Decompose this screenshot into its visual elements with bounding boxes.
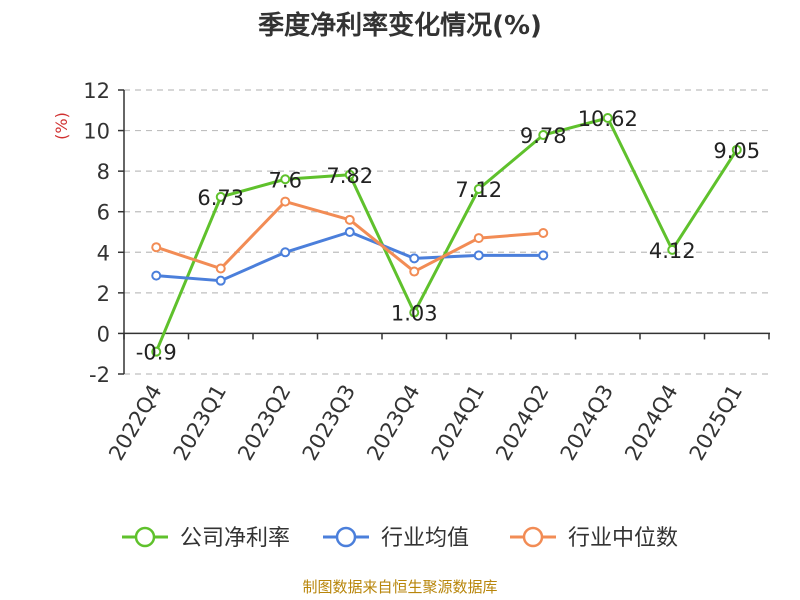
data-point xyxy=(280,247,291,258)
data-label: 7.82 xyxy=(326,164,373,188)
data-point xyxy=(538,130,549,141)
series-line-1 xyxy=(156,230,544,283)
data-point xyxy=(151,346,162,357)
y-tick-label: 2 xyxy=(97,282,110,306)
y-tick-label: -2 xyxy=(89,363,110,387)
x-tick-label: 2022Q4 xyxy=(104,381,166,465)
data-point xyxy=(473,233,484,244)
data-point xyxy=(215,275,226,286)
grid-lines xyxy=(124,89,770,375)
series-lines xyxy=(151,112,742,357)
data-source: 制图数据来自恒生聚源数据库 xyxy=(302,578,497,596)
legend-marker xyxy=(522,526,544,548)
data-labels: -0.9 6.73 7.6 7.82 1.03 7.12 9.78 10.62 4.12 9.05 xyxy=(136,107,760,365)
legend-marker xyxy=(134,526,156,548)
data-point xyxy=(409,307,420,318)
data-point xyxy=(602,112,613,123)
data-point xyxy=(667,244,678,255)
x-tick-label: 2025Q1 xyxy=(685,381,747,465)
y-tick-label: 6 xyxy=(97,201,110,225)
data-point xyxy=(409,266,420,277)
data-point xyxy=(538,228,549,239)
data-point xyxy=(280,174,291,185)
data-point xyxy=(151,242,162,253)
data-label: 7.12 xyxy=(455,178,502,202)
data-label: 7.6 xyxy=(269,168,302,192)
axes: -2 0 2 4 6 8 10 12 2022Q4 2023Q1 2023Q2 2023Q3 2023Q… xyxy=(83,79,770,465)
x-tick-label: 2023Q3 xyxy=(298,381,360,465)
y-tick-label: 8 xyxy=(97,160,110,184)
x-tick-label: 2024Q3 xyxy=(556,381,618,465)
data-label: 4.12 xyxy=(649,239,696,263)
legend-label: 行业均值 xyxy=(381,526,469,551)
data-point xyxy=(215,263,226,274)
data-point xyxy=(344,227,355,237)
data-point xyxy=(538,250,549,261)
x-tick-label: 2024Q2 xyxy=(491,381,553,465)
data-label: 10.62 xyxy=(578,107,638,131)
y-tick-label: 12 xyxy=(83,79,110,103)
series-line-0 xyxy=(154,116,739,353)
data-point xyxy=(215,191,226,202)
data-label: 6.73 xyxy=(197,186,244,210)
data-point xyxy=(344,169,355,180)
y-tick-label: 4 xyxy=(97,241,110,265)
x-tick-label: 2024Q1 xyxy=(427,381,489,465)
y-tick-label: 0 xyxy=(97,322,110,346)
x-tick-label: 2023Q4 xyxy=(362,381,424,465)
data-label: 1.03 xyxy=(391,302,438,326)
legend-marker xyxy=(335,526,357,548)
data-label: 9.05 xyxy=(713,139,760,163)
data-point xyxy=(473,183,484,194)
data-point xyxy=(151,270,162,281)
legend-label: 行业中位数 xyxy=(568,526,678,551)
x-tick-label: 2024Q4 xyxy=(620,381,682,465)
y-tick-label: 10 xyxy=(83,120,110,144)
data-point xyxy=(344,214,355,225)
legend: 公司净利率 行业均值 行业中位数 xyxy=(122,526,678,551)
data-point xyxy=(280,196,291,207)
legend-label: 公司净利率 xyxy=(180,526,290,551)
x-tick-label: 2023Q1 xyxy=(169,381,231,465)
x-tick-label: 2023Q2 xyxy=(233,381,295,465)
data-point xyxy=(409,253,420,264)
data-label: -0.9 xyxy=(136,341,177,365)
chart-title: 季度净利率变化情况(%) xyxy=(258,10,542,41)
data-point xyxy=(731,144,742,155)
data-point xyxy=(473,250,484,261)
y-axis-unit: (%) xyxy=(52,112,71,140)
data-label: 9.78 xyxy=(520,124,567,148)
